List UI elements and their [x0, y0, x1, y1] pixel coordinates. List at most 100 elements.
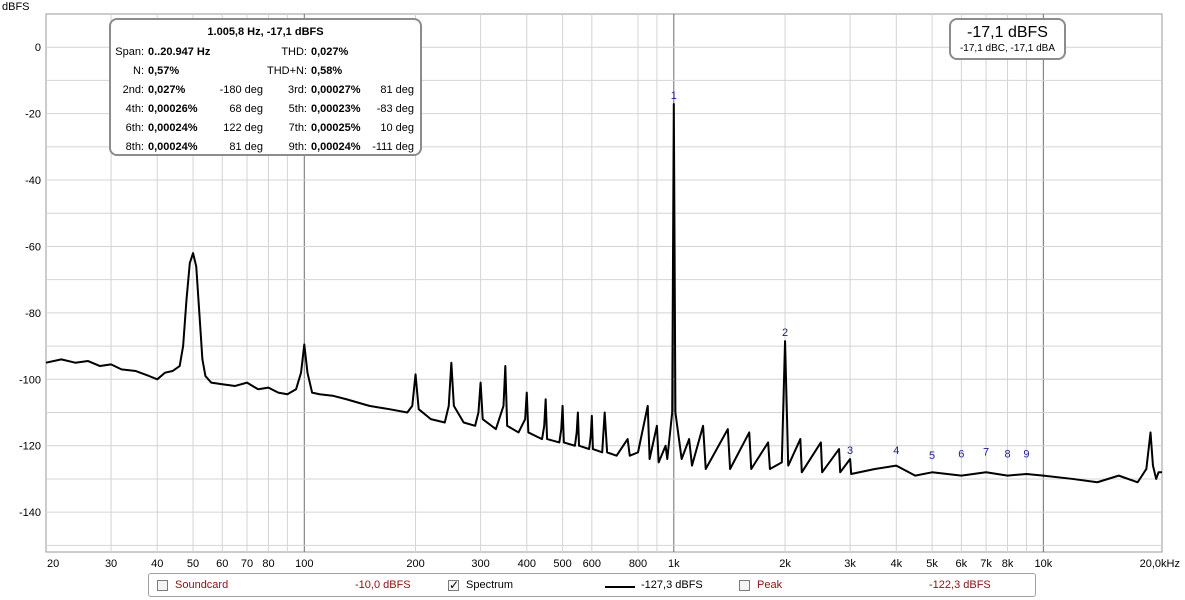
info-row: Span: 0..20.947 Hz THD: 0,027%: [111, 46, 420, 60]
y-tick-label: -40: [25, 175, 41, 187]
x-tick-label: 6k: [956, 558, 968, 570]
legend-spectrum-value: -127,3 dBFS: [641, 579, 703, 591]
x-tick-label: 200: [406, 558, 424, 570]
y-tick-label: -140: [19, 507, 41, 519]
legend-bar: Soundcard -10,0 dBFS Spectrum -127,3 dBF…: [148, 573, 1036, 597]
y-axis-ticks: 0 -20 -40 -60 -80 -100 -120 -140: [19, 42, 41, 519]
y-tick-label: -120: [19, 441, 41, 453]
harmonic-label: 7: [983, 447, 989, 459]
x-tick-label: 20,0kHz: [1140, 558, 1180, 570]
legend-peak-value: -122,3 dBFS: [929, 579, 991, 591]
info-value: 0..20.947 Hz: [148, 46, 211, 58]
level-main: -17,1 dBFS: [967, 24, 1048, 41]
legend-soundcard-label: Soundcard: [175, 579, 229, 591]
info-row: 2nd: 0,027% -180 deg 3rd: 0,00027% 81 deg: [111, 84, 420, 98]
y-tick-label: -80: [25, 308, 41, 320]
info-phase: -180 deg: [219, 84, 263, 96]
measurement-info-box: 1.005,8 Hz, -17,1 dBFS Span: 0..20.947 Hz…: [109, 18, 422, 156]
info-value: 0,00024%: [148, 122, 198, 134]
legend-soundcard-value: -10,0 dBFS: [355, 579, 411, 591]
x-tick-label: 70: [241, 558, 253, 570]
x-tick-label: 600: [583, 558, 601, 570]
x-tick-label: 40: [151, 558, 163, 570]
harmonic-label: 5: [929, 450, 935, 462]
x-tick-label: 1k: [668, 558, 680, 570]
harmonic-label: 8: [1004, 448, 1010, 460]
info-label: Span:: [115, 46, 144, 58]
info-label: 8th:: [125, 141, 144, 153]
peak-checkbox[interactable]: [739, 580, 750, 591]
info-row: 6th: 0,00024% 122 deg 7th: 0,00025% 10 deg: [111, 122, 420, 136]
spectrum-line: [45, 103, 1162, 484]
x-tick-label: 50: [187, 558, 199, 570]
soundcard-checkbox[interactable]: [157, 580, 168, 591]
x-tick-label: 20: [47, 558, 59, 570]
level-sub: -17,1 dBC, -17,1 dBA: [959, 43, 1056, 54]
y-tick-label: -100: [19, 374, 41, 386]
info-phase: 10 deg: [380, 122, 414, 134]
spectrum-checkbox[interactable]: [448, 578, 459, 592]
x-tick-label: 100: [295, 558, 313, 570]
x-tick-label: 10k: [1034, 558, 1052, 570]
harmonic-label: 2: [782, 327, 788, 339]
info-value: 0,027%: [148, 84, 186, 96]
info-label: 7th:: [288, 122, 307, 134]
info-phase: 122 deg: [223, 122, 263, 134]
harmonic-label: 9: [1023, 448, 1029, 460]
x-tick-label: 400: [518, 558, 536, 570]
x-tick-label: 3k: [844, 558, 856, 570]
info-phase: -83 deg: [376, 103, 414, 115]
harmonic-label: 3: [847, 445, 853, 457]
info-label: 5th:: [288, 103, 307, 115]
y-tick-label: 0: [35, 42, 41, 54]
info-value: 0,027%: [311, 46, 349, 58]
info-phase: 81 deg: [229, 141, 263, 153]
info-phase: 81 deg: [380, 84, 414, 96]
x-tick-label: 800: [629, 558, 647, 570]
info-row: N: 0,57% THD+N: 0,58%: [111, 65, 420, 79]
info-phase: 68 deg: [229, 103, 263, 115]
harmonic-label: 1: [671, 90, 677, 102]
info-label: 3rd:: [288, 84, 307, 96]
x-tick-label: 4k: [890, 558, 902, 570]
info-value: 0,00023%: [311, 103, 361, 115]
info-label: N:: [133, 65, 144, 77]
info-label: THD+N:: [266, 65, 307, 77]
x-tick-label: 300: [471, 558, 489, 570]
level-readout: -17,1 dBFS -17,1 dBC, -17,1 dBA: [949, 18, 1066, 60]
x-tick-label: 8k: [1002, 558, 1014, 570]
info-label: 4th:: [125, 103, 144, 115]
y-tick-label: -60: [25, 241, 41, 253]
info-title: 1.005,8 Hz, -17,1 dBFS: [207, 26, 324, 38]
info-label: 9th:: [288, 141, 307, 153]
legend-peak-label: Peak: [757, 579, 783, 591]
legend-spectrum-label: Spectrum: [466, 579, 514, 591]
info-value: 0,00027%: [311, 84, 361, 96]
x-tick-label: 30: [105, 558, 117, 570]
info-value: 0,57%: [148, 65, 180, 77]
info-row: 8th: 0,00024% 81 deg 9th: 0,00024% -111 deg: [111, 141, 420, 155]
info-label: 2nd:: [122, 84, 144, 96]
y-tick-label: -20: [25, 109, 41, 121]
info-label: THD:: [281, 46, 307, 58]
info-row: 4th: 0,00026% 68 deg 5th: 0,00023% -83 deg: [111, 103, 420, 117]
info-phase: -111 deg: [372, 141, 414, 153]
info-value: 0,00026%: [148, 103, 198, 115]
series-layer: [45, 103, 1162, 484]
x-tick-label: 5k: [926, 558, 938, 570]
harmonic-label: 4: [893, 445, 899, 457]
legend-spectrum-line: [605, 586, 635, 588]
x-tick-label: 60: [216, 558, 228, 570]
harmonic-labels: 1 2 3 4 5 6 7 8 9: [671, 90, 1030, 462]
info-value: 0,00024%: [148, 141, 198, 153]
info-value: 0,00025%: [311, 122, 361, 134]
y-axis-label: dBFS: [2, 1, 30, 13]
x-tick-label: 500: [553, 558, 571, 570]
info-value: 0,58%: [311, 65, 343, 77]
x-axis-ticks: 20 30 40 50 60 70 80 100 200 300 400 500 600 800 1k 2k 3…: [47, 558, 1180, 570]
x-tick-label: 7k: [980, 558, 992, 570]
info-label: 6th:: [125, 122, 144, 134]
x-tick-label: 2k: [779, 558, 791, 570]
x-tick-label: 80: [262, 558, 274, 570]
info-value: 0,00024%: [311, 141, 361, 153]
